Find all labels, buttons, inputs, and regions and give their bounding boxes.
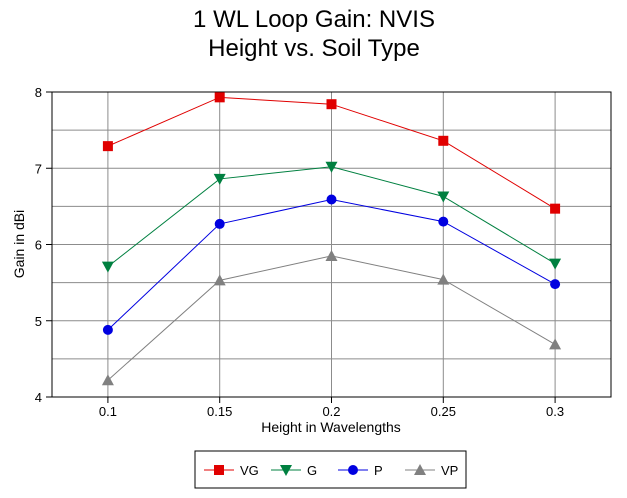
data-point-g: [213, 173, 226, 185]
legend-item-vp: VP: [405, 463, 458, 478]
data-point-vg: [102, 141, 113, 152]
y-tick-label: 6: [35, 238, 42, 253]
data-point-vg: [550, 203, 561, 214]
data-point-p: [214, 218, 225, 229]
x-tick-label: 0.3: [546, 404, 564, 419]
y-tick-label: 8: [35, 85, 42, 100]
legend-item-vg: VG: [204, 463, 259, 478]
data-point-vp: [213, 274, 226, 286]
series-layer: [101, 92, 562, 386]
series-vg: [102, 92, 561, 214]
legend-label-vp: VP: [441, 463, 458, 478]
x-tick-label: 0.25: [431, 404, 456, 419]
y-tick-label: 5: [35, 314, 42, 329]
legend-marker-p: [348, 465, 358, 475]
x-tick-label: 0.2: [322, 404, 340, 419]
data-point-vg: [326, 99, 337, 110]
legend-label-g: G: [307, 463, 317, 478]
chart-title-line-1: 1 WL Loop Gain: NVIS: [193, 6, 435, 33]
data-point-p: [102, 324, 113, 335]
data-point-p: [326, 194, 337, 205]
chart-title: 1 WL Loop Gain: NVIS Height vs. Soil Typ…: [193, 6, 435, 62]
series-g: [101, 161, 562, 273]
x-tick-label: 0.15: [207, 404, 232, 419]
x-tick-label: 0.1: [99, 404, 117, 419]
data-point-vp: [549, 338, 562, 350]
data-point-vg: [214, 92, 225, 103]
y-tick-label: 7: [35, 161, 42, 176]
legend-marker-g: [280, 465, 292, 476]
chart-title-line-2: Height vs. Soil Type: [208, 35, 420, 62]
data-point-vg: [438, 135, 449, 146]
x-axis-label: Height in Wavelengths: [261, 419, 401, 435]
data-point-vp: [325, 249, 338, 261]
y-axis-ticks: 4 5 6 7 8: [35, 85, 52, 405]
data-point-g: [437, 191, 450, 203]
series-p: [102, 194, 561, 335]
x-axis-ticks: 0.1 0.15 0.2 0.25 0.3: [99, 397, 564, 419]
legend-item-g: G: [271, 463, 317, 478]
legend-item-p: P: [338, 463, 383, 478]
data-point-g: [101, 261, 114, 273]
legend-label-vg: VG: [240, 463, 259, 478]
legend-marker-vp: [414, 464, 426, 475]
legend-label-p: P: [374, 463, 383, 478]
data-point-p: [550, 279, 561, 290]
legend: VG G P VP: [194, 450, 467, 489]
data-point-vp: [437, 273, 450, 285]
y-tick-label: 4: [35, 390, 42, 405]
y-axis-label: Gain in dBi: [11, 210, 27, 278]
legend-marker-vg: [214, 465, 224, 475]
data-point-g: [325, 161, 338, 173]
data-point-g: [549, 258, 562, 270]
data-point-vp: [101, 374, 114, 386]
data-point-p: [438, 216, 449, 227]
series-vp: [101, 249, 562, 386]
